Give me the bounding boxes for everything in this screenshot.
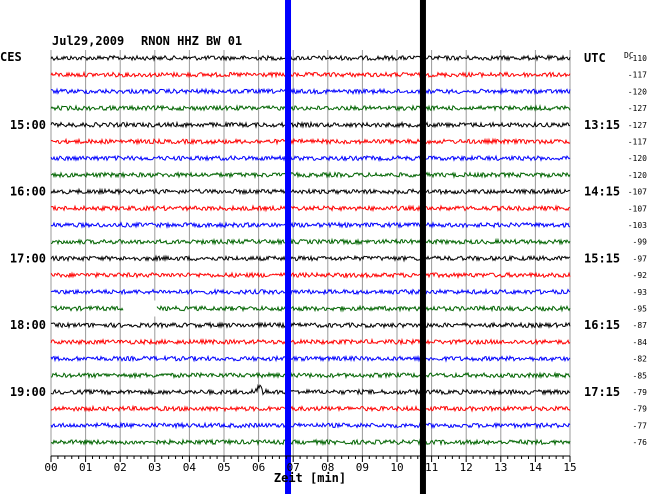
- dc-value: -117: [628, 71, 647, 80]
- trace-line: [50, 204, 571, 213]
- dc-value: -127: [628, 104, 647, 113]
- dc-value: -85: [633, 371, 648, 380]
- dc-value: -120: [628, 154, 647, 163]
- trace-line: [50, 104, 571, 112]
- trace-line: [50, 170, 571, 179]
- trace-line: [50, 371, 571, 380]
- dc-value: -120: [628, 171, 647, 180]
- trace-line: [50, 237, 571, 246]
- dc-value: -95: [633, 305, 648, 314]
- left-hour-label: 16:00: [10, 185, 46, 199]
- trace-line: [50, 304, 571, 313]
- seismic-traces: [50, 54, 571, 447]
- x-tick-label: 09: [356, 461, 369, 474]
- dc-value: -117: [628, 138, 647, 147]
- trace-line: [50, 154, 571, 163]
- x-tick-label: 06: [252, 461, 265, 474]
- left-hour-label: 18:00: [10, 318, 46, 332]
- left-hour-label: 17:00: [10, 251, 46, 265]
- dc-value: -120: [628, 87, 647, 96]
- right-hour-label: 14:15: [584, 185, 620, 199]
- x-tick-label: 13: [494, 461, 507, 474]
- x-tick-label: 03: [148, 461, 161, 474]
- trace-line: [50, 383, 571, 396]
- left-hour-label: 15:00: [10, 118, 46, 132]
- chart-station: RNON HHZ BW 01: [141, 34, 242, 48]
- dc-value: -87: [633, 321, 648, 330]
- x-tick-label: 05: [217, 461, 230, 474]
- trace-line: [50, 438, 571, 447]
- dc-label: DC: [624, 51, 634, 60]
- trace-line: [50, 54, 571, 62]
- x-tick-label: 07: [287, 461, 300, 474]
- vertical-markers: [285, 0, 426, 494]
- x-tick-label: 11: [425, 461, 438, 474]
- dc-value: -99: [633, 238, 648, 247]
- dc-value: -110: [628, 54, 647, 63]
- dc-value: -92: [633, 271, 648, 280]
- minute-grid: [50, 50, 571, 456]
- dc-value: -93: [633, 288, 648, 297]
- trace-line: [50, 120, 570, 129]
- trace-line: [50, 221, 571, 230]
- trace-line: [50, 137, 571, 146]
- x-axis-label: Zeit [min]: [274, 471, 346, 485]
- trace-line: [50, 87, 571, 96]
- x-tick-label: 08: [321, 461, 334, 474]
- trace-line: [50, 421, 571, 430]
- trace-line: [50, 254, 571, 263]
- vertical-marker: [285, 0, 292, 494]
- trace-line: [50, 354, 571, 363]
- right-hour-label: UTC: [584, 51, 606, 65]
- left-time-zone: CES: [0, 50, 22, 64]
- right-hour-label: 17:15: [584, 385, 620, 399]
- trace-line: [50, 70, 571, 79]
- trace-line: [50, 404, 571, 413]
- dc-value: -79: [633, 405, 648, 414]
- x-tick-label: 00: [44, 461, 57, 474]
- dc-value: -76: [633, 438, 648, 447]
- trace-line: [50, 337, 571, 346]
- vertical-marker: [419, 0, 426, 494]
- dc-value: -82: [633, 355, 648, 364]
- trace-line: [50, 321, 571, 330]
- x-tick-label: 12: [460, 461, 473, 474]
- trace-line: [50, 271, 571, 280]
- right-hour-label: 16:15: [584, 318, 620, 332]
- trace-line: [50, 287, 571, 296]
- dc-value: -127: [628, 121, 647, 130]
- left-hour-label: 19:00: [10, 385, 46, 399]
- chart-date: Jul29,2009: [52, 34, 124, 48]
- dc-value: -77: [633, 421, 648, 430]
- x-tick-label: 14: [529, 461, 543, 474]
- dc-value: -107: [628, 204, 647, 213]
- x-tick-label: 15: [563, 461, 576, 474]
- data-gap: [123, 300, 157, 317]
- x-tick-label: 02: [114, 461, 127, 474]
- dc-value: -103: [628, 221, 647, 230]
- dc-value: -97: [633, 254, 648, 263]
- x-tick-label: 01: [79, 461, 92, 474]
- right-hour-label: 13:15: [584, 118, 620, 132]
- right-hour-label: 15:15: [584, 251, 620, 265]
- dc-value: -107: [628, 188, 647, 197]
- x-tick-label: 10: [390, 461, 403, 474]
- trace-line: [50, 187, 571, 196]
- dc-value: -79: [633, 388, 648, 397]
- labels: 00 01 02 03 04 05 06 07 08 09 10 11 12 13 14 15 -110 -117…: [10, 51, 647, 474]
- dc-value: -84: [633, 338, 648, 347]
- x-tick-label: 04: [183, 461, 197, 474]
